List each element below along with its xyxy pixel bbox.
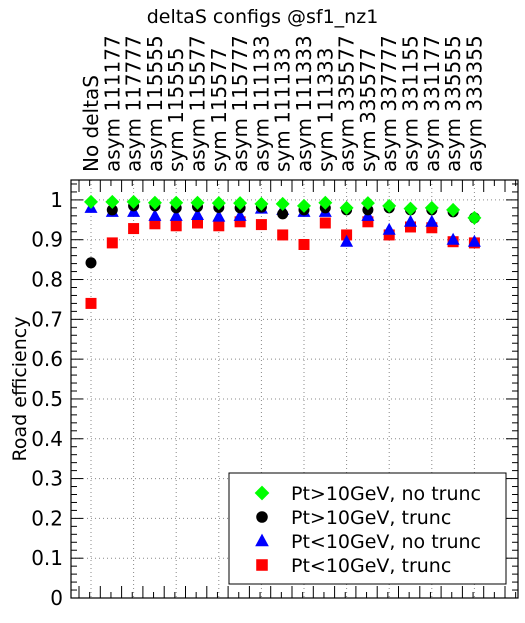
- legend-entry-label: Pt>10GeV, trunc: [291, 507, 451, 529]
- data-point-diamond: [84, 194, 98, 209]
- data-point-square: [383, 229, 395, 241]
- x-category-label: asym 115555: [143, 35, 167, 172]
- data-point-square: [319, 217, 331, 229]
- y-tick-label: 0: [50, 586, 63, 610]
- data-point-square: [255, 219, 267, 231]
- x-category-label: asym 331155: [399, 35, 423, 172]
- data-point-circle: [277, 208, 289, 220]
- data-point-triangle: [169, 208, 183, 221]
- x-category-label: sym 335577: [356, 48, 380, 172]
- y-tick-label: 0.8: [31, 268, 63, 292]
- legend-entry-label: Pt<10GeV, no trunc: [291, 531, 481, 553]
- data-point-square: [149, 218, 161, 230]
- data-point-triangle: [446, 232, 460, 245]
- data-point-square: [128, 223, 140, 235]
- x-category-label: asym 115777: [228, 35, 252, 172]
- y-tick-label: 0.4: [31, 427, 63, 451]
- plot-frame: [70, 179, 519, 599]
- x-category-label: sym 111133: [271, 48, 295, 172]
- data-point-square: [85, 297, 97, 309]
- data-point-diamond: [297, 198, 311, 213]
- data-point-diamond: [403, 201, 418, 216]
- data-point-triangle: [382, 222, 396, 235]
- data-point-diamond: [126, 194, 141, 209]
- chart-title: deltaS configs @sf1_nz1: [146, 6, 379, 28]
- data-point-diamond: [147, 195, 162, 210]
- y-tick-label: 0.5: [31, 387, 63, 411]
- x-category-label: asym 111133: [249, 35, 273, 172]
- data-point-diamond: [275, 196, 290, 211]
- legend-entry-label: Pt>10GeV, no trunc: [291, 483, 481, 505]
- data-point-diamond: [233, 196, 248, 211]
- x-category-label: No deltaS: [79, 75, 103, 172]
- x-category-label: asym 335555: [441, 35, 465, 172]
- data-point-circle: [106, 204, 118, 216]
- data-point-diamond: [446, 202, 461, 217]
- legend-box: [228, 472, 507, 585]
- data-point-diamond: [254, 196, 269, 211]
- x-category-label: asym 115577: [186, 35, 210, 172]
- data-point-triangle: [467, 234, 481, 247]
- data-point-square: [298, 238, 310, 250]
- x-category-label: asym 335577: [335, 35, 359, 172]
- legend-marker-triangle: [255, 533, 269, 547]
- data-point-diamond: [467, 210, 482, 225]
- data-point-triangle: [233, 208, 247, 221]
- data-point-square: [170, 220, 182, 232]
- data-point-diamond: [211, 196, 226, 211]
- data-point-diamond: [105, 194, 120, 209]
- y-tick-label: 0.2: [31, 506, 63, 530]
- y-tick-label: 0.1: [31, 546, 63, 570]
- y-tick-label: 0.7: [31, 307, 63, 331]
- data-point-square: [213, 220, 225, 232]
- data-point-diamond: [360, 196, 375, 211]
- data-point-triangle: [191, 208, 204, 221]
- data-point-square: [192, 217, 203, 229]
- y-tick-label: 0.6: [31, 347, 63, 371]
- data-point-diamond: [382, 198, 397, 213]
- legend-entry-label: Pt<10GeV, trunc: [291, 555, 451, 577]
- legend-marker-square: [256, 559, 268, 571]
- y-tick-label: 1: [50, 188, 63, 212]
- data-point-square: [426, 222, 438, 234]
- data-point-diamond: [318, 195, 333, 210]
- y-tick-label: 0.3: [31, 467, 63, 491]
- data-point-square: [277, 229, 289, 241]
- x-category-label: sym 115555: [164, 48, 188, 172]
- data-point-square: [234, 216, 246, 228]
- legend-marker-circle: [256, 511, 268, 523]
- data-point-square: [362, 216, 374, 228]
- data-point-triangle: [148, 208, 162, 221]
- data-point-triangle: [212, 209, 226, 222]
- x-category-label: asym 117777: [122, 35, 146, 172]
- data-point-circle: [85, 257, 97, 269]
- y-axis-label: Road efficiency: [9, 317, 31, 462]
- data-point-diamond: [424, 200, 439, 215]
- data-point-diamond: [190, 195, 205, 210]
- data-point-diamond: [169, 195, 184, 210]
- data-point-diamond: [339, 200, 354, 215]
- data-point-square: [405, 221, 416, 233]
- x-category-label: sym 111333: [313, 48, 337, 172]
- legend-marker-diamond: [254, 485, 270, 501]
- x-category-label: asym 111333: [292, 35, 316, 172]
- x-category-label: asym 337777: [377, 35, 401, 172]
- x-category-label: sym 115577: [207, 48, 231, 172]
- y-tick-label: 0.9: [31, 228, 63, 252]
- x-category-label: asym 333355: [462, 35, 486, 172]
- data-point-triangle: [425, 214, 439, 227]
- x-category-label: asym 331177: [420, 35, 444, 172]
- data-point-square: [106, 237, 118, 249]
- x-category-label: asym 111177: [100, 35, 124, 172]
- data-point-triangle: [404, 214, 417, 227]
- data-point-triangle: [340, 234, 354, 247]
